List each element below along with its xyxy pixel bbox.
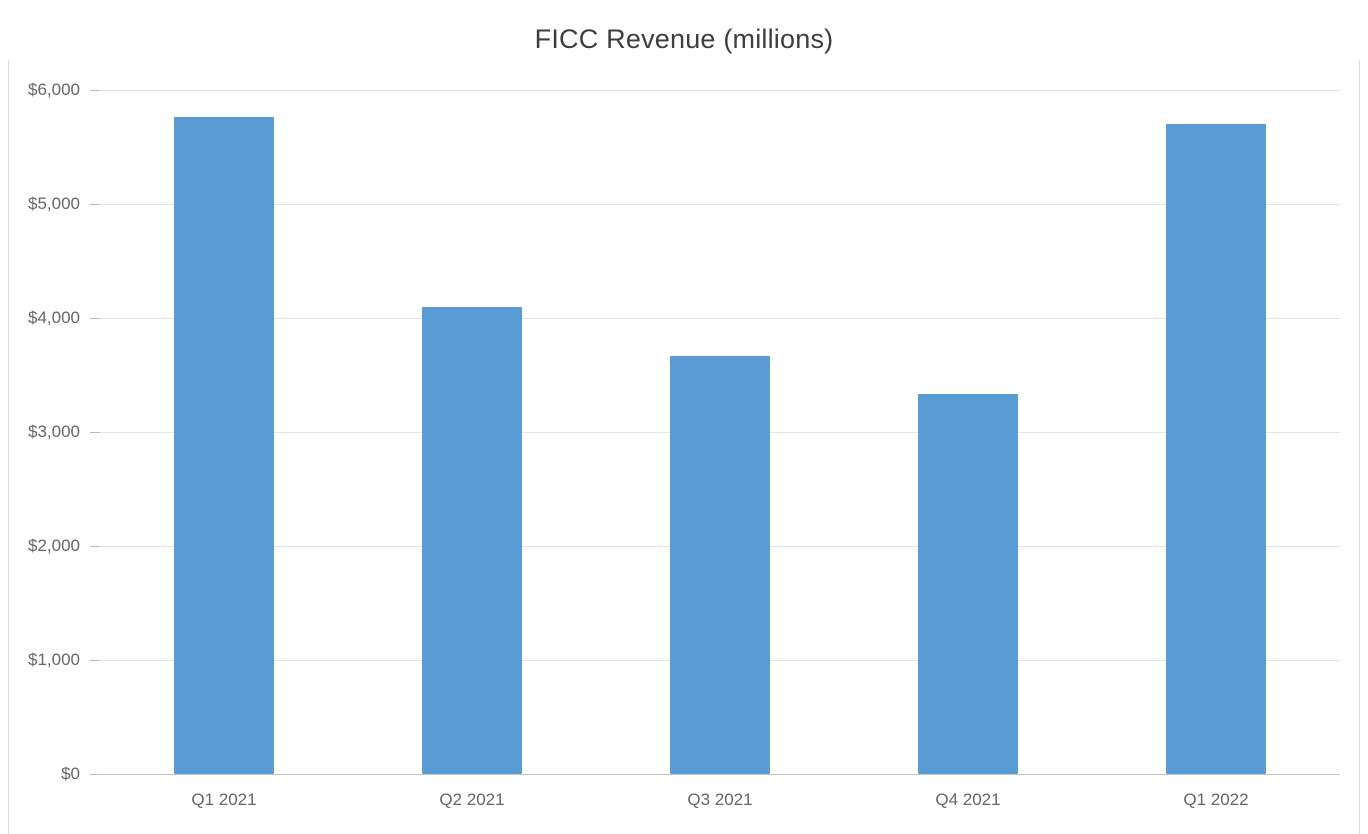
y-axis-label: $5,000 [28,194,80,213]
bar-q1-2022 [1166,124,1266,774]
x-axis-label-q2-2021: Q2 2021 [439,790,505,809]
y-axis-label: $2,000 [28,536,80,555]
bar-q3-2021 [670,355,770,774]
chart-left-border [8,60,9,834]
y-axis-label: $3,000 [28,422,80,441]
x-axis-label-q1-2021: Q1 2021 [191,790,257,809]
x-axis-label-q4-2021: Q4 2021 [935,790,1001,809]
y-tick-4000 [90,318,100,319]
bar-q1-2021 [174,117,274,774]
y-axis-label: $4,000 [28,308,80,327]
x-axis-label-q3-2021: Q3 2021 [687,790,753,809]
y-axis-label: $1,000 [28,650,80,669]
chart-right-border [1359,60,1360,834]
y-axis-label: $0 [61,764,80,783]
y-tick-2000 [90,546,100,547]
y-tick-1000 [90,660,100,661]
y-tick-3000 [90,432,100,433]
gridline-4000 [100,318,1340,319]
gridline-5000 [100,204,1340,205]
gridline-0 [100,774,1340,775]
x-axis-label-q1-2022: Q1 2022 [1183,790,1249,809]
y-tick-0 [90,774,100,775]
y-tick-5000 [90,204,100,205]
bar-q4-2021 [918,394,1018,774]
y-axis-label: $6,000 [28,80,80,99]
chart-title: FICC Revenue (millions) [534,24,834,54]
y-tick-6000 [90,90,100,91]
bar-q2-2021 [422,306,522,774]
gridline-6000 [100,90,1340,91]
